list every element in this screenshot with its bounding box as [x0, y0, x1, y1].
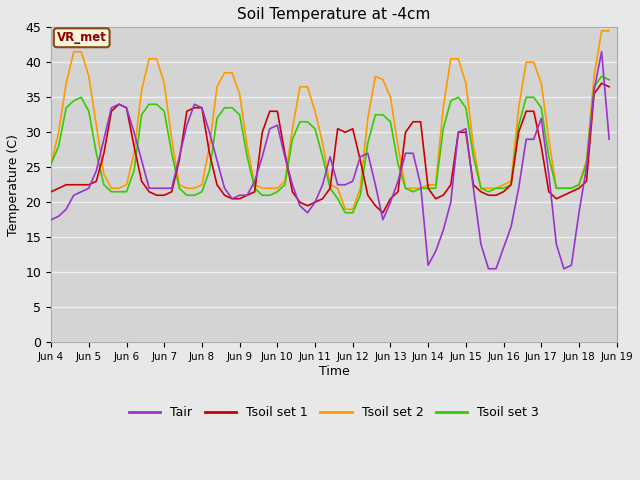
Title: Soil Temperature at -4cm: Soil Temperature at -4cm — [237, 7, 431, 22]
Legend: Tair, Tsoil set 1, Tsoil set 2, Tsoil set 3: Tair, Tsoil set 1, Tsoil set 2, Tsoil se… — [124, 401, 544, 424]
Text: VR_met: VR_met — [57, 31, 107, 44]
Y-axis label: Temperature (C): Temperature (C) — [7, 134, 20, 236]
X-axis label: Time: Time — [319, 365, 349, 378]
